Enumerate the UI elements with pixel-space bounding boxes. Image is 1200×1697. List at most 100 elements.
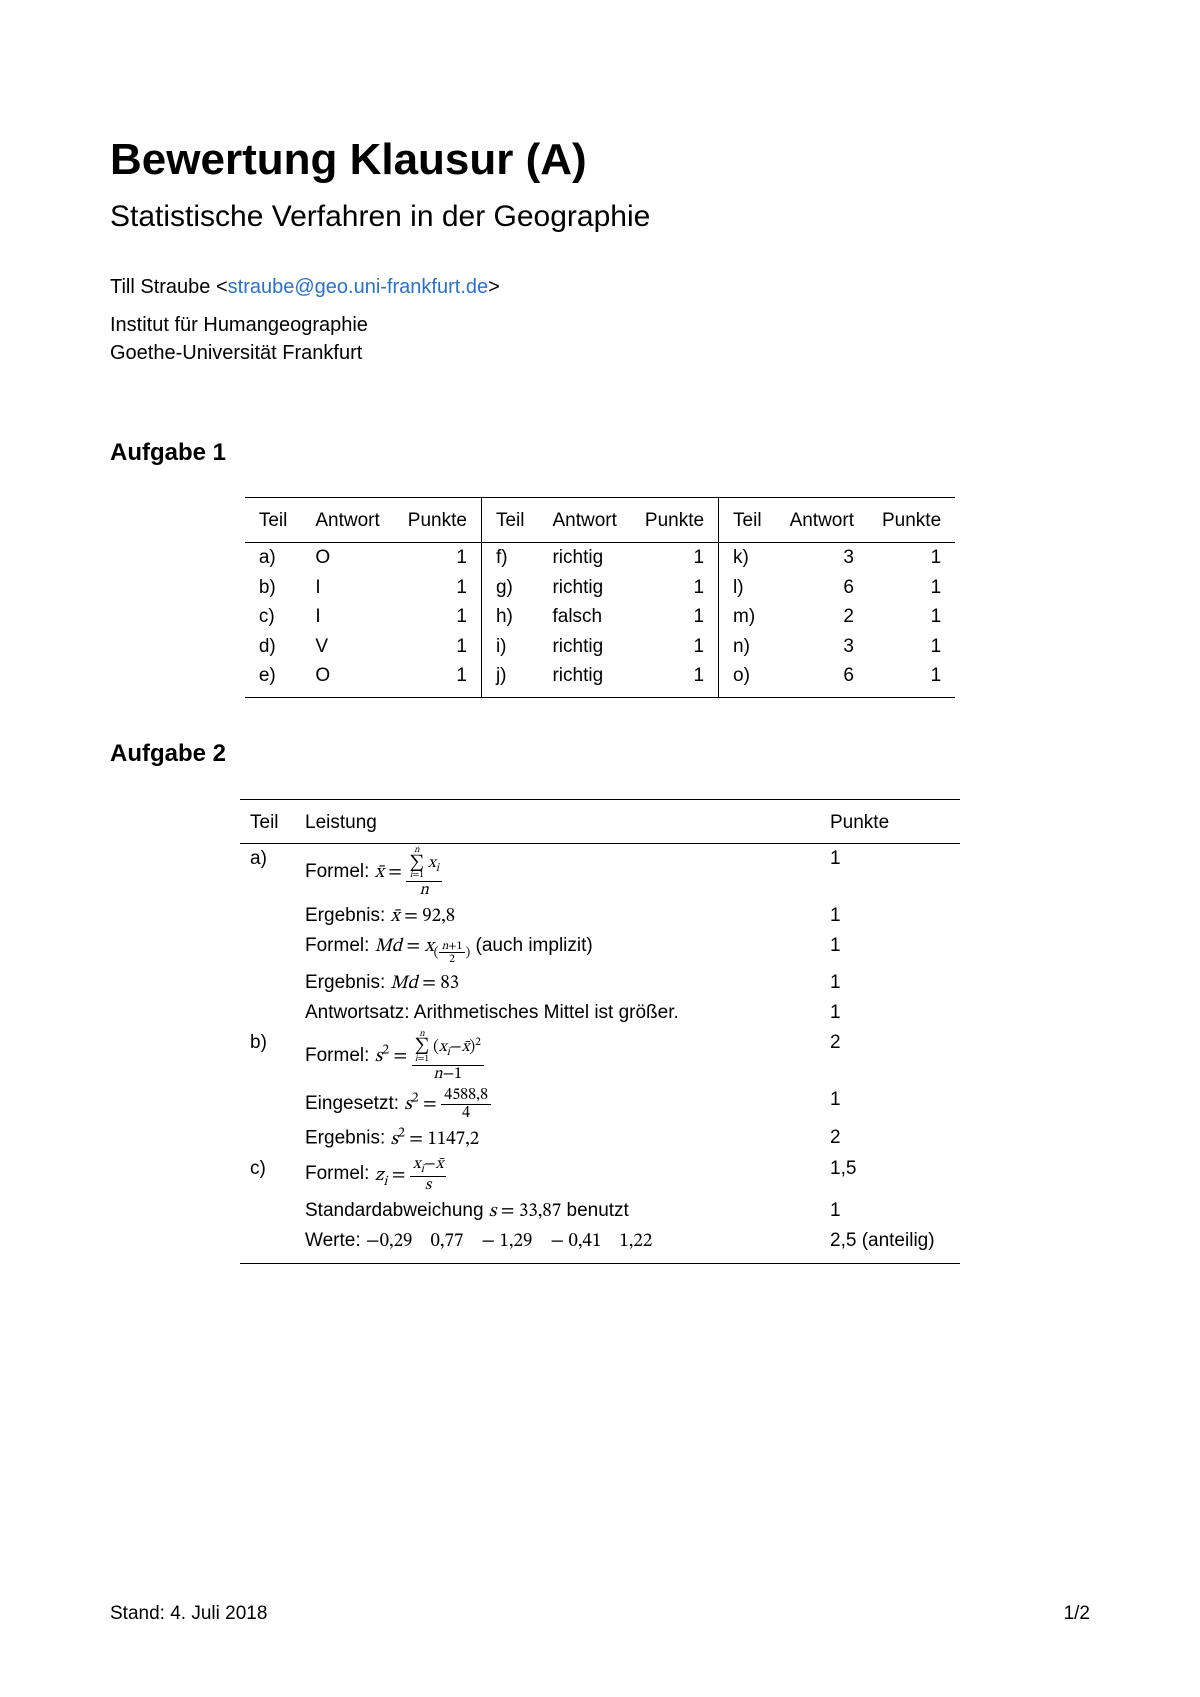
- leistung-cell: Standardabweichung s = 33,87 benutzt: [295, 1196, 820, 1227]
- table-cell: I: [301, 602, 393, 632]
- table-row: b)I1g)richtig1l)61: [245, 573, 955, 603]
- table-cell: richtig: [538, 542, 630, 572]
- table-row: Ergebnis: Md = 831: [240, 968, 960, 999]
- table-cell: 1: [394, 573, 482, 603]
- col-teil-1: Teil: [245, 498, 302, 543]
- leistung-cell: Antwortsatz: Arithmetisches Mittel ist g…: [295, 998, 820, 1028]
- table-cell: O: [301, 542, 393, 572]
- col-antwort-3: Antwort: [776, 498, 868, 543]
- footer-date: Stand: 4. Juli 2018: [110, 1601, 267, 1627]
- table-cell: 3: [776, 632, 868, 662]
- col-punkte: Punkte: [820, 799, 960, 844]
- aufgabe2-table: Teil Leistung Punkte a)Formel: x̄ = n∑i=…: [240, 799, 960, 1265]
- table-cell: 1: [394, 661, 482, 697]
- table-cell: o): [719, 661, 776, 697]
- table-cell: 1: [394, 632, 482, 662]
- table-row: Standardabweichung s = 33,87 benutzt1: [240, 1196, 960, 1227]
- section-heading-2: Aufgabe 2: [110, 738, 1090, 770]
- table-cell: 1: [631, 602, 719, 632]
- col-leistung: Leistung: [295, 799, 820, 844]
- affiliation-line-2: Goethe-Universität Frankfurt: [110, 339, 1090, 367]
- table-row: b)Formel: s2 = n∑i=1 (xi−x̄)2n−12: [240, 1028, 960, 1085]
- table-cell: 1: [868, 661, 955, 697]
- part-cell: [240, 901, 295, 932]
- angle-open: <: [216, 276, 228, 298]
- punkte-cell: 1: [820, 998, 960, 1028]
- part-cell: [240, 1085, 295, 1124]
- affiliation-line-1: Institut für Humangeographie: [110, 311, 1090, 339]
- table-cell: 1: [631, 573, 719, 603]
- table-cell: h): [481, 602, 538, 632]
- affiliation: Institut für Humangeographie Goethe-Univ…: [110, 311, 1090, 367]
- table-row: Ergebnis: s2 = 1147,22: [240, 1123, 960, 1154]
- section-heading-1: Aufgabe 1: [110, 437, 1090, 469]
- table-cell: k): [719, 542, 776, 572]
- leistung-cell: Ergebnis: x̄ = 92,8: [295, 901, 820, 932]
- punkte-cell: 1: [820, 901, 960, 932]
- table-cell: j): [481, 661, 538, 697]
- part-cell: [240, 931, 295, 967]
- part-cell: c): [240, 1154, 295, 1195]
- page-subtitle: Statistische Verfahren in der Geographie: [110, 197, 1090, 238]
- leistung-cell: Werte: −0,290,77− 1,29− 0,411,22: [295, 1226, 820, 1263]
- table-cell: falsch: [538, 602, 630, 632]
- punkte-cell: 1: [820, 844, 960, 901]
- table-cell: 1: [868, 573, 955, 603]
- table-cell: 1: [631, 632, 719, 662]
- table-cell: 3: [776, 542, 868, 572]
- punkte-cell: 2: [820, 1123, 960, 1154]
- leistung-cell: Eingesetzt: s2 = 4588,84: [295, 1085, 820, 1124]
- page-title: Bewertung Klausur (A): [110, 130, 1090, 189]
- table-cell: richtig: [538, 661, 630, 697]
- leistung-cell: Formel: zi = xi−x̄s: [295, 1154, 820, 1195]
- table-row: Formel: Md = x(n+12) (auch implizit)1: [240, 931, 960, 967]
- table-cell: f): [481, 542, 538, 572]
- col-punkte-1: Punkte: [394, 498, 482, 543]
- footer-page: 1/2: [1064, 1601, 1090, 1627]
- table-cell: 1: [631, 542, 719, 572]
- table-row: Eingesetzt: s2 = 4588,841: [240, 1085, 960, 1124]
- punkte-cell: 1: [820, 931, 960, 967]
- table-row: Antwortsatz: Arithmetisches Mittel ist g…: [240, 998, 960, 1028]
- table-header-row: Teil Antwort Punkte Teil Antwort Punkte …: [245, 498, 955, 543]
- table-cell: 1: [394, 602, 482, 632]
- col-antwort-2: Antwort: [538, 498, 630, 543]
- col-antwort-1: Antwort: [301, 498, 393, 543]
- punkte-cell: 2,5 (anteilig): [820, 1226, 960, 1263]
- table-cell: d): [245, 632, 302, 662]
- punkte-cell: 2: [820, 1028, 960, 1085]
- table-cell: g): [481, 573, 538, 603]
- part-cell: a): [240, 844, 295, 901]
- part-cell: [240, 1196, 295, 1227]
- table-row: c)Formel: zi = xi−x̄s1,5: [240, 1154, 960, 1195]
- col-teil-3: Teil: [719, 498, 776, 543]
- col-punkte-2: Punkte: [631, 498, 719, 543]
- leistung-cell: Formel: s2 = n∑i=1 (xi−x̄)2n−1: [295, 1028, 820, 1085]
- table-cell: l): [719, 573, 776, 603]
- table-row: Ergebnis: x̄ = 92,81: [240, 901, 960, 932]
- punkte-cell: 1: [820, 1085, 960, 1124]
- author-email-link[interactable]: straube@geo.uni-frankfurt.de: [228, 276, 488, 298]
- leistung-cell: Ergebnis: Md = 83: [295, 968, 820, 999]
- author-name: Till Straube: [110, 276, 210, 298]
- part-cell: [240, 968, 295, 999]
- col-teil-2: Teil: [481, 498, 538, 543]
- table-cell: 6: [776, 661, 868, 697]
- table-row: Werte: −0,290,77− 1,29− 0,411,222,5 (ant…: [240, 1226, 960, 1263]
- table-cell: e): [245, 661, 302, 697]
- punkte-cell: 1: [820, 968, 960, 999]
- table-cell: c): [245, 602, 302, 632]
- part-cell: [240, 1226, 295, 1263]
- table-cell: 1: [868, 602, 955, 632]
- aufgabe1-table: Teil Antwort Punkte Teil Antwort Punkte …: [245, 497, 955, 698]
- table-cell: a): [245, 542, 302, 572]
- table-cell: m): [719, 602, 776, 632]
- punkte-cell: 1,5: [820, 1154, 960, 1195]
- part-cell: b): [240, 1028, 295, 1085]
- table-cell: I: [301, 573, 393, 603]
- table-cell: 1: [631, 661, 719, 697]
- table-cell: V: [301, 632, 393, 662]
- table-cell: O: [301, 661, 393, 697]
- table-cell: 1: [868, 542, 955, 572]
- footer: Stand: 4. Juli 2018 1/2: [110, 1601, 1090, 1627]
